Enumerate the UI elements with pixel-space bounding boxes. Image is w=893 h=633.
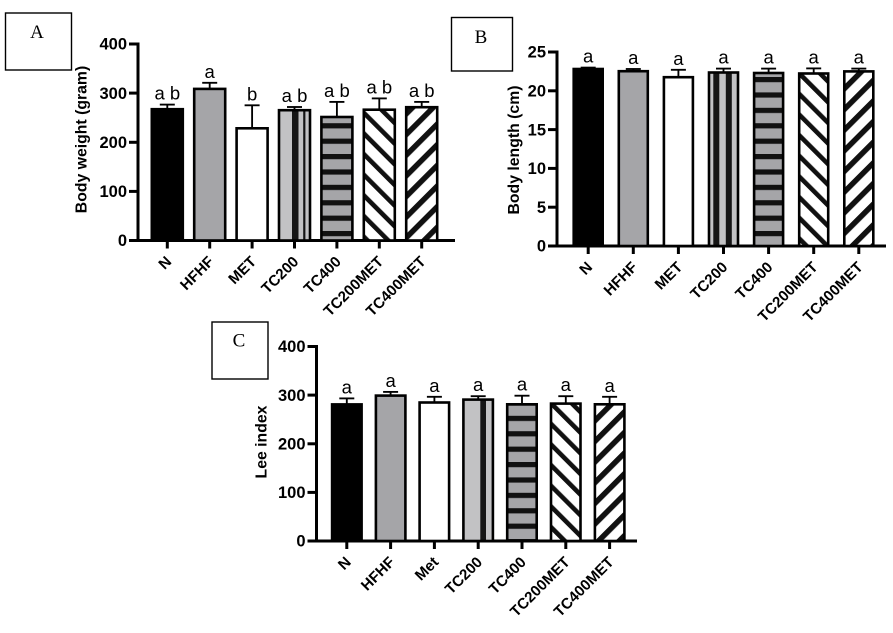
svg-text:a b: a b [366,76,392,97]
svg-text:300: 300 [99,85,127,103]
svg-text:a: a [429,375,440,396]
svg-text:a: a [583,46,594,67]
svg-text:a: a [473,374,484,395]
svg-text:200: 200 [278,436,306,454]
svg-text:0: 0 [296,533,305,551]
svg-text:a: a [809,46,820,67]
svg-text:a b: a b [154,83,180,104]
svg-text:a b: a b [282,85,308,106]
svg-text:Body weight (gram): Body weight (gram) [74,66,91,213]
svg-text:100: 100 [278,484,306,502]
svg-text:0: 0 [118,232,127,250]
svg-text:a b: a b [409,80,435,101]
svg-text:a: a [342,376,353,397]
svg-text:300: 300 [278,387,306,405]
svg-text:400: 400 [99,36,127,54]
svg-text:a: a [561,374,572,395]
svg-text:a: a [205,61,216,82]
svg-text:a: a [763,47,774,68]
svg-text:15: 15 [528,121,546,139]
svg-text:25: 25 [528,44,546,62]
svg-text:A: A [30,22,44,43]
svg-text:b: b [247,83,257,104]
svg-text:Body length (cm): Body length (cm) [506,85,523,214]
svg-text:a: a [854,47,865,68]
svg-text:a: a [628,47,639,68]
svg-text:a b: a b [324,80,350,101]
svg-text:100: 100 [99,183,127,201]
svg-text:a: a [517,374,528,395]
svg-text:B: B [475,27,488,48]
svg-text:Lee index: Lee index [254,405,271,478]
svg-text:a: a [718,47,729,68]
svg-text:400: 400 [278,338,306,356]
svg-text:0: 0 [537,238,546,256]
svg-text:10: 10 [528,160,546,178]
svg-text:a: a [604,375,615,396]
svg-text:C: C [233,331,246,352]
svg-text:a: a [673,48,684,69]
svg-text:5: 5 [537,199,546,217]
svg-text:a: a [385,370,396,391]
svg-text:200: 200 [99,134,127,152]
svg-text:20: 20 [528,83,546,101]
